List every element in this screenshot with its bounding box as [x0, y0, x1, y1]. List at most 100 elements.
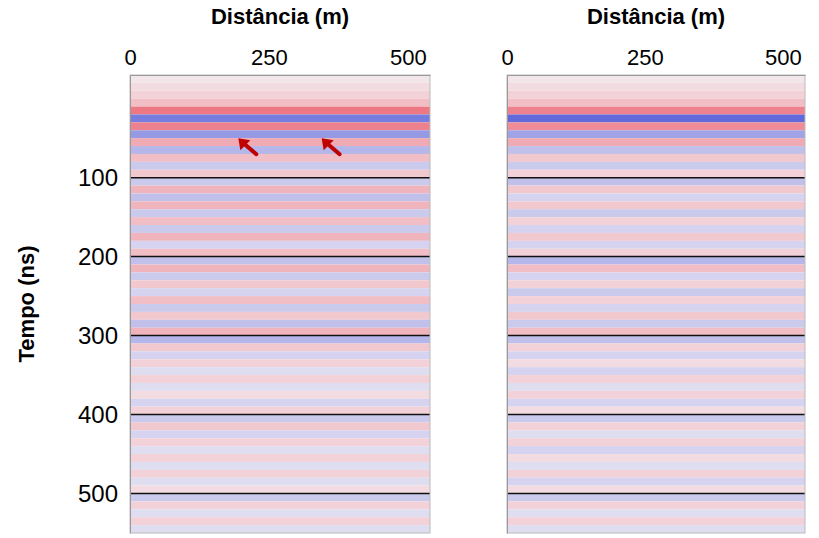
- amplitude-cell: [507, 154, 805, 162]
- amplitude-cell: [130, 415, 430, 423]
- amplitude-cell: [130, 438, 430, 446]
- tick-label: 200: [78, 243, 118, 270]
- tick-label: 500: [390, 45, 427, 70]
- x-axis: 0 250 500: [124, 45, 430, 76]
- plot-frame: [507, 75, 805, 533]
- amplitude-cell: [130, 312, 430, 320]
- amplitude-cell: [130, 391, 430, 399]
- amplitude-cell: [507, 517, 805, 525]
- grid-line: [130, 256, 430, 258]
- amplitude-cell: [507, 99, 805, 107]
- tick: 0: [501, 45, 513, 75]
- amplitude-cell: [507, 138, 805, 146]
- amplitude-cell: [507, 186, 805, 194]
- amplitude-cell: [507, 107, 805, 115]
- amplitude-cell: [130, 446, 430, 454]
- amplitude-cell: [130, 367, 430, 375]
- amplitude-cell: [507, 430, 805, 438]
- tick: 200: [78, 243, 130, 270]
- amplitude-cell: [130, 107, 430, 115]
- amplitude-cell: [130, 509, 430, 517]
- amplitude-cell: [130, 517, 430, 525]
- amplitude-cell: [130, 407, 430, 415]
- amplitude-cell: [130, 375, 430, 383]
- amplitude-cell: [507, 407, 805, 415]
- amplitude-cell: [130, 525, 430, 533]
- amplitude-cell: [507, 375, 805, 383]
- amplitude-cell: [130, 154, 430, 162]
- amplitude-cell: [507, 122, 805, 130]
- figure: 0 250 500 100 200 300 400 500 Distância (m) Tempo…: [0, 0, 819, 538]
- tick: 250: [251, 45, 288, 75]
- amplitude-cell: [130, 217, 430, 225]
- tick: 100: [78, 164, 130, 191]
- amplitude-cell: [507, 91, 805, 99]
- amplitude-cell: [130, 351, 430, 359]
- amplitude-cell: [130, 130, 430, 138]
- amplitude-cell: [130, 193, 430, 201]
- amplitude-cell: [507, 509, 805, 517]
- tick: 400: [78, 401, 130, 428]
- amplitude-cell: [507, 367, 805, 375]
- axis-line: [131, 75, 431, 76]
- amplitude-cell: [507, 478, 805, 486]
- amplitude-cell: [507, 201, 805, 209]
- amplitude-cell: [130, 272, 430, 280]
- amplitude-cell: [130, 114, 430, 122]
- amplitude-cell: [130, 83, 430, 91]
- plot-area: [507, 75, 805, 533]
- tick: 500: [390, 45, 427, 75]
- amplitude-cell: [130, 257, 430, 265]
- amplitude-cell: [507, 328, 805, 336]
- amplitude-cell: [130, 422, 430, 430]
- amplitude-cell: [130, 249, 430, 257]
- axis-title: Tempo (ns): [14, 246, 39, 363]
- amplitude-cell: [507, 272, 805, 280]
- amplitude-cell: [130, 478, 430, 486]
- amplitude-cell: [507, 225, 805, 233]
- amplitude-cell: [507, 501, 805, 509]
- amplitude-cell: [130, 186, 430, 194]
- amplitude-cell: [507, 114, 805, 122]
- amplitude-cell: [130, 470, 430, 478]
- amplitude-cell: [507, 320, 805, 328]
- amplitude-cell: [130, 178, 430, 186]
- amplitude-cell: [507, 249, 805, 257]
- amplitude-cell: [130, 320, 430, 328]
- arrow: [238, 138, 256, 154]
- amplitude-cell: [130, 75, 430, 83]
- amplitude-cell: [507, 233, 805, 241]
- panel: 0250500100200300400500Distância (m)Tempo…: [14, 4, 431, 534]
- amplitude-cell: [507, 446, 805, 454]
- axis-line: [508, 75, 806, 76]
- y-axis: 100 200 300 400 500: [78, 76, 131, 534]
- amplitude-cell: [507, 399, 805, 407]
- amplitude-cell: [507, 312, 805, 320]
- axis-title: Distância (m): [587, 4, 725, 29]
- amplitude-cell: [130, 501, 430, 509]
- amplitude-cell: [130, 122, 430, 130]
- amplitude-cell: [130, 454, 430, 462]
- amplitude-cell: [507, 130, 805, 138]
- tick-label: 400: [78, 401, 118, 428]
- grid-line: [130, 335, 430, 337]
- grid-line: [130, 493, 430, 495]
- amplitude-cell: [507, 83, 805, 91]
- tick: 250: [627, 45, 664, 75]
- grid-line: [507, 335, 805, 337]
- amplitude-cell: [507, 265, 805, 273]
- tick: 500: [78, 480, 130, 507]
- amplitude-cell: [507, 296, 805, 304]
- amplitude-cell: [130, 304, 430, 312]
- tick-label: 300: [78, 322, 118, 349]
- tick: 0: [124, 45, 136, 75]
- amplitude-cell: [507, 343, 805, 351]
- amplitude-cell: [130, 486, 430, 494]
- grid-line: [507, 414, 805, 416]
- amplitude-cell: [130, 399, 430, 407]
- grid-line: [507, 493, 805, 495]
- tick-label: 500: [78, 480, 118, 507]
- amplitude-cell: [507, 391, 805, 399]
- amplitude-cell: [507, 146, 805, 154]
- tick-label: 100: [78, 164, 118, 191]
